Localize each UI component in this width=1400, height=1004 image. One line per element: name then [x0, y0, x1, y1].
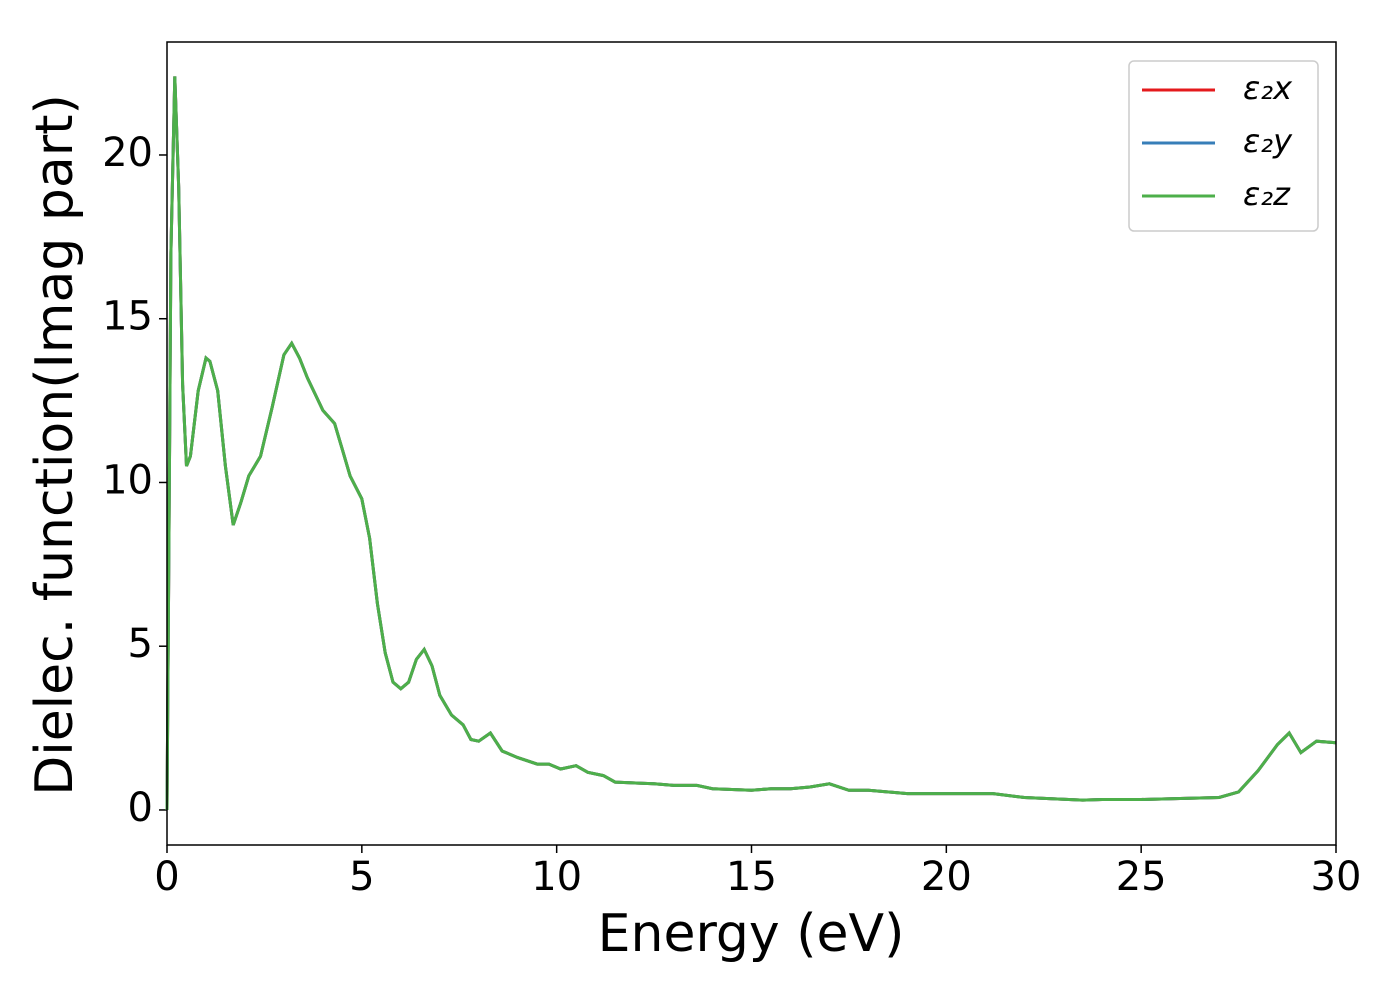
- y-axis-label: Dielec. function(Imag part): [25, 94, 85, 796]
- x-tick-label: 20: [921, 854, 972, 900]
- y-tick-label: 20: [102, 130, 153, 176]
- data-line: [165, 76, 1337, 811]
- x-tick-label: 15: [726, 854, 777, 900]
- y-tick-label: 5: [128, 621, 153, 667]
- legend-label: ε₂z: [1243, 175, 1291, 213]
- y-tick-label: 10: [102, 457, 153, 503]
- y-tick-label: 0: [128, 785, 153, 831]
- legend-label: ε₂y: [1243, 122, 1293, 160]
- plot-frame: [166, 41, 1337, 846]
- legend-label: ε₂x: [1243, 69, 1293, 107]
- x-tick-label: 30: [1311, 854, 1362, 900]
- x-tick-label: 10: [531, 854, 582, 900]
- x-tick-label: 0: [154, 854, 179, 900]
- x-tick-label: 25: [1116, 854, 1167, 900]
- x-tick-label: 5: [349, 854, 374, 900]
- x-axis-label: Energy (eV): [598, 904, 905, 964]
- legend-box: [1128, 60, 1319, 232]
- y-tick-label: 15: [102, 294, 153, 340]
